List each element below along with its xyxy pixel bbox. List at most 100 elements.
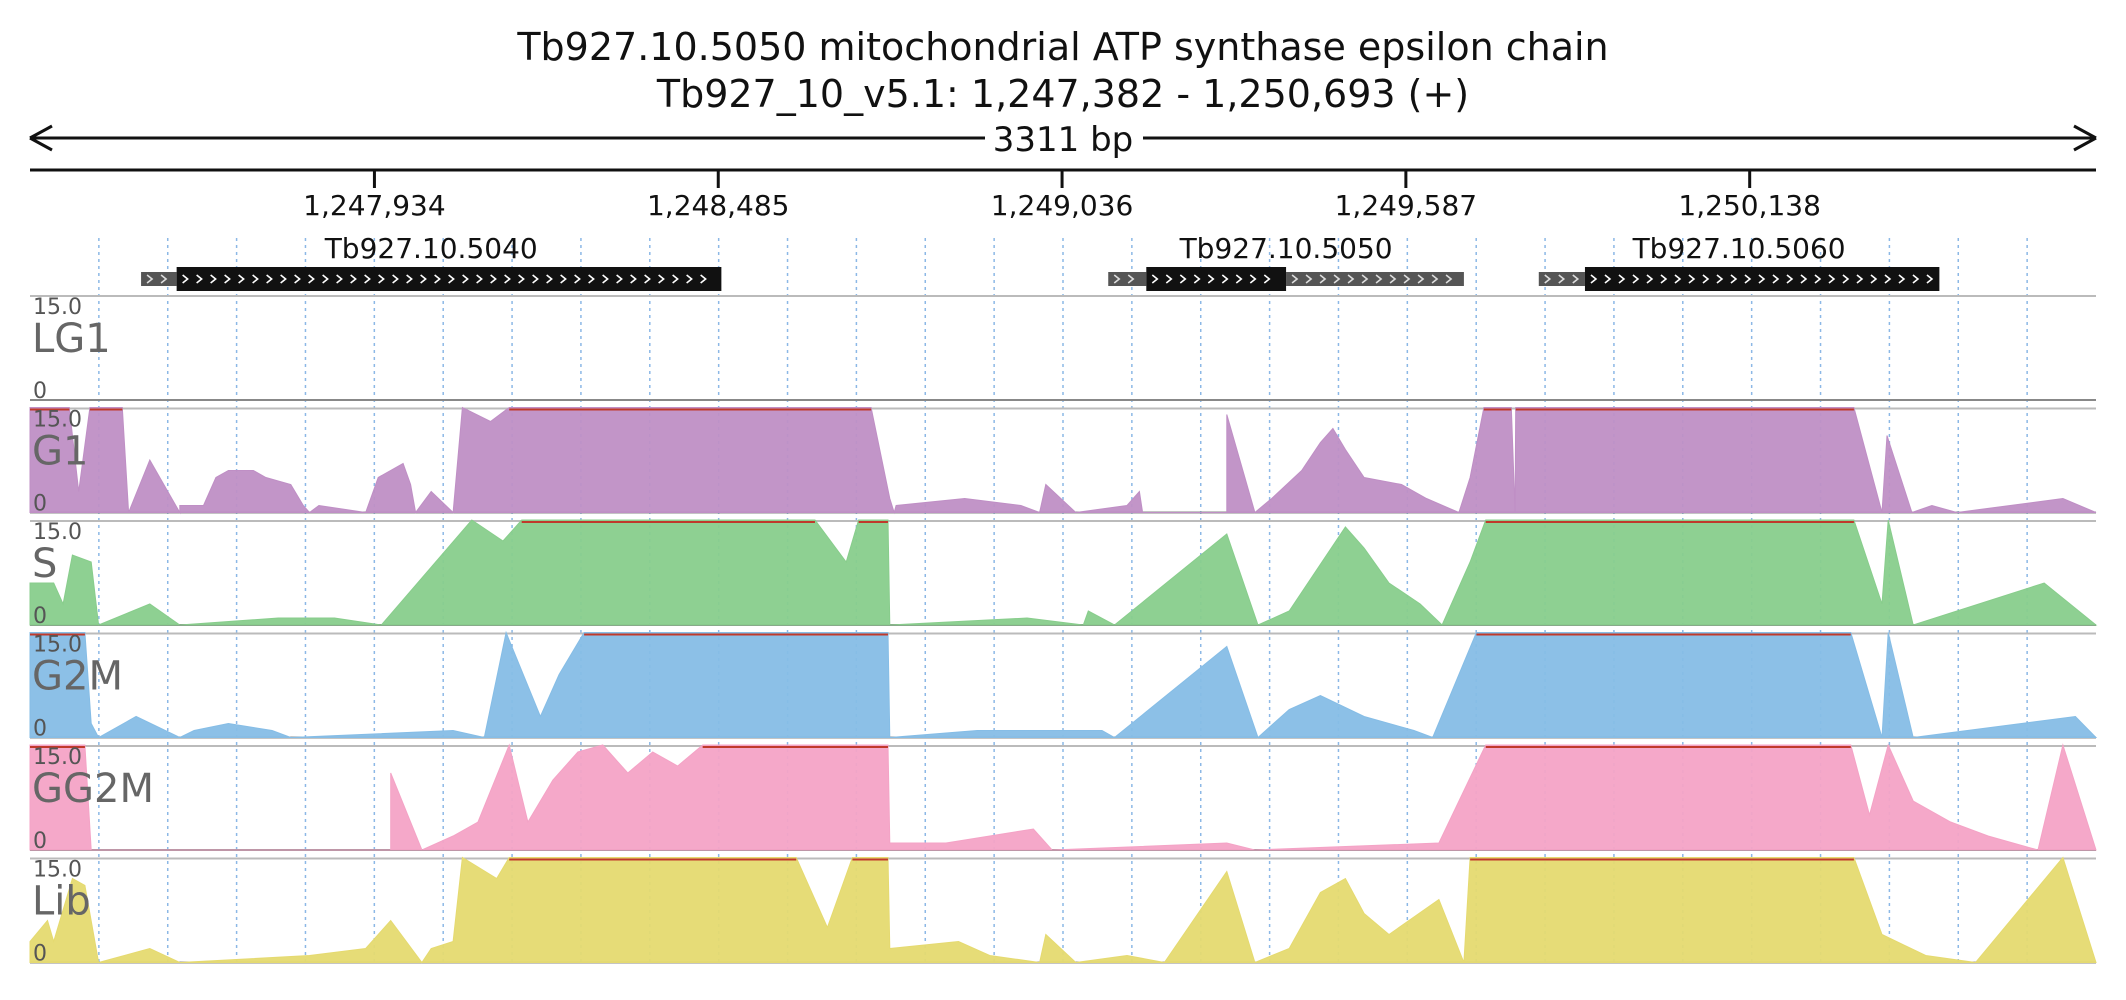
gridlines	[98, 238, 2028, 965]
x-tick-label: 1,249,036	[991, 189, 1134, 222]
strand-chevron-icon	[1660, 274, 1668, 284]
strand-chevron-icon	[308, 274, 315, 284]
strand-chevron-icon	[160, 274, 168, 284]
gene-label: Tb927.10.5040	[324, 232, 538, 265]
strand-chevron-icon	[1572, 274, 1580, 284]
strand-chevron-icon	[1263, 274, 1271, 284]
strand-chevron-icon	[1618, 274, 1626, 284]
y-min-label: 0	[33, 492, 47, 517]
strand-chevron-icon	[1361, 274, 1369, 284]
strand-chevron-icon	[574, 274, 581, 284]
strand-chevron-icon	[1127, 274, 1135, 284]
strand-chevron-icon	[350, 274, 357, 284]
strand-chevron-icon	[490, 274, 497, 284]
strand-chevron-icon	[1347, 274, 1355, 284]
strand-chevron-icon	[630, 274, 637, 284]
strand-chevron-icon	[1249, 274, 1257, 284]
track-name-gg2m: GG2M	[32, 766, 154, 812]
strand-chevron-icon	[266, 274, 273, 284]
y-max-label: 15.0	[33, 295, 82, 320]
strand-chevron-icon	[1912, 274, 1920, 284]
gene-cds	[1146, 267, 1287, 291]
strand-chevron-icon	[1375, 274, 1383, 284]
strand-chevron-icon	[1730, 274, 1738, 284]
strand-chevron-icon	[616, 274, 623, 284]
strand-chevron-icon	[546, 274, 553, 284]
strand-chevron-icon	[1445, 274, 1453, 284]
strand-chevron-icon	[1926, 274, 1934, 284]
strand-chevron-icon	[1113, 274, 1121, 284]
strand-chevron-icon	[1417, 274, 1425, 284]
strand-chevron-icon	[672, 274, 679, 284]
x-tick-label: 1,248,485	[647, 189, 790, 222]
y-max-label: 15.0	[33, 520, 82, 545]
strand-chevron-icon	[1870, 274, 1878, 284]
strand-chevron-icon	[1674, 274, 1682, 284]
strand-chevron-icon	[1758, 274, 1766, 284]
y-max-label: 15.0	[33, 408, 82, 433]
strand-chevron-icon	[532, 274, 539, 284]
strand-chevron-icon	[1165, 274, 1173, 284]
strand-chevron-icon	[602, 274, 609, 284]
strand-chevron-icon	[420, 274, 427, 284]
strand-chevron-icon	[1151, 274, 1159, 284]
x-tick-label: 1,250,138	[1678, 189, 1821, 222]
y-min-label: 0	[33, 717, 47, 742]
track-name-lg1: LG1	[32, 316, 111, 362]
chart-title: Tb927.10.5050 mitochondrial ATP synthase…	[516, 25, 1608, 69]
strand-chevron-icon	[378, 274, 385, 284]
strand-chevron-icon	[196, 274, 203, 284]
gene-cds	[176, 267, 722, 291]
strand-chevron-icon	[252, 274, 259, 284]
strand-chevron-icon	[238, 274, 245, 284]
strand-chevron-icon	[1828, 274, 1836, 284]
span-ruler: 3311 bp	[29, 120, 2097, 160]
y-max-label: 15.0	[33, 633, 82, 658]
strand-chevron-icon	[518, 274, 525, 284]
strand-chevron-icon	[1604, 274, 1612, 284]
strand-chevron-icon	[1389, 274, 1397, 284]
track-name-g1: G1	[32, 429, 88, 475]
strand-chevron-icon	[146, 274, 154, 284]
gene-utr	[1108, 272, 1147, 286]
arrow-left-icon	[29, 124, 53, 152]
strand-chevron-icon	[1179, 274, 1187, 284]
strand-chevron-icon	[1558, 274, 1566, 284]
y-max-label: 15.0	[33, 858, 82, 883]
strand-chevron-icon	[1544, 274, 1552, 284]
strand-chevron-icon	[392, 274, 399, 284]
y-min-label: 0	[33, 829, 47, 854]
track-name-lib: Lib	[32, 879, 91, 925]
coverage-area	[29, 406, 2097, 515]
coverage-area	[29, 519, 2098, 626]
x-tick-label: 1,247,934	[303, 189, 446, 222]
strand-chevron-icon	[280, 274, 287, 284]
strand-chevron-icon	[406, 274, 413, 284]
strand-chevron-icon	[560, 274, 567, 284]
coverage-tracks: 15.00LG115.00G115.00S15.00G2M15.00GG2M15…	[29, 295, 2098, 967]
arrow-right-icon	[2073, 124, 2097, 152]
coverage-area	[29, 856, 2097, 964]
strand-chevron-icon	[294, 274, 301, 284]
strand-chevron-icon	[210, 274, 217, 284]
strand-chevron-icon	[686, 274, 693, 284]
strand-chevron-icon	[1221, 274, 1229, 284]
strand-chevron-icon	[1898, 274, 1906, 284]
strand-chevron-icon	[1632, 274, 1640, 284]
strand-chevron-icon	[462, 274, 469, 284]
strand-chevron-icon	[1333, 274, 1341, 284]
y-min-label: 0	[33, 942, 47, 967]
strand-chevron-icon	[364, 274, 371, 284]
strand-chevron-icon	[1403, 274, 1411, 284]
strand-chevron-icon	[1646, 274, 1654, 284]
track-name-s: S	[32, 541, 57, 587]
strand-chevron-icon	[644, 274, 651, 284]
y-min-label: 0	[33, 379, 47, 404]
strand-chevron-icon	[476, 274, 483, 284]
strand-chevron-icon	[1800, 274, 1808, 284]
track-name-g2m: G2M	[32, 654, 123, 700]
gene-label: Tb927.10.5060	[1632, 232, 1846, 265]
gene-utr	[141, 272, 177, 286]
strand-chevron-icon	[1884, 274, 1892, 284]
strand-chevron-icon	[1814, 274, 1822, 284]
